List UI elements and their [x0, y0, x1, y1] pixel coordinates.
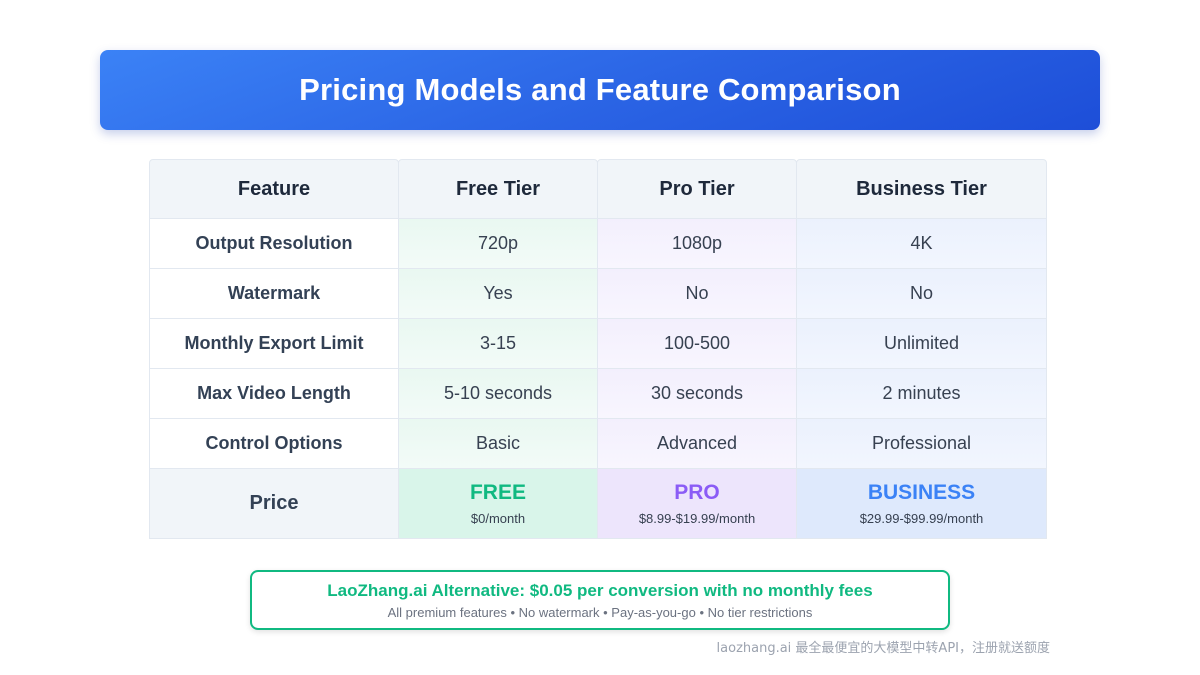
feature-label: Output Resolution [149, 218, 399, 269]
header-free-tier: Free Tier [398, 159, 598, 219]
alternative-callout: LaoZhang.ai Alternative: $0.05 per conve… [250, 570, 950, 630]
page-title: Pricing Models and Feature Comparison [299, 72, 901, 107]
business-value: Professional [796, 418, 1047, 469]
header-business-tier: Business Tier [796, 159, 1047, 219]
business-price-cell: BUSINESS $29.99-$99.99/month [796, 468, 1047, 539]
business-plan-name: BUSINESS [867, 481, 976, 504]
pro-value: Advanced [597, 418, 797, 469]
table-header-row: Feature Free Tier Pro Tier Business Tier [149, 159, 1050, 219]
alternative-title: LaoZhang.ai Alternative: $0.05 per conve… [327, 580, 873, 600]
table-row: Output Resolution 720p 1080p 4K [149, 218, 1050, 269]
feature-label: Max Video Length [149, 368, 399, 419]
feature-label: Control Options [149, 418, 399, 469]
free-value: Basic [398, 418, 598, 469]
pro-value: 1080p [597, 218, 797, 269]
business-value: No [796, 268, 1047, 319]
pricing-comparison-table: Feature Free Tier Pro Tier Business Tier… [149, 159, 1050, 539]
pro-plan-price: $8.99-$19.99/month [638, 511, 756, 526]
free-price-cell: FREE $0/month [398, 468, 598, 539]
free-value: Yes [398, 268, 598, 319]
header-pro-tier: Pro Tier [597, 159, 797, 219]
title-banner: Pricing Models and Feature Comparison [100, 50, 1100, 130]
free-value: 720p [398, 218, 598, 269]
business-value: 4K [796, 218, 1047, 269]
pro-plan-name: PRO [674, 481, 720, 504]
business-value: Unlimited [796, 318, 1047, 369]
free-value: 3-15 [398, 318, 598, 369]
table-row: Max Video Length 5-10 seconds 30 seconds… [149, 368, 1050, 419]
table-row: Control Options Basic Advanced Professio… [149, 418, 1050, 469]
pro-price-cell: PRO $8.99-$19.99/month [597, 468, 797, 539]
free-plan-name: FREE [469, 481, 526, 504]
business-plan-price: $29.99-$99.99/month [859, 511, 984, 526]
table-row: Watermark Yes No No [149, 268, 1050, 319]
table-row: Monthly Export Limit 3-15 100-500 Unlimi… [149, 318, 1050, 369]
free-plan-price: $0/month [470, 511, 526, 526]
pro-value: No [597, 268, 797, 319]
price-label: Price [149, 468, 399, 539]
business-value: 2 minutes [796, 368, 1047, 419]
feature-label: Watermark [149, 268, 399, 319]
alternative-subtitle: All premium features • No watermark • Pa… [387, 604, 813, 620]
header-feature: Feature [149, 159, 399, 219]
footer-note: laozhang.ai 最全最便宜的大模型中转API，注册就送额度 [716, 641, 1050, 656]
feature-label: Monthly Export Limit [149, 318, 399, 369]
price-row: Price FREE $0/month PRO $8.99-$19.99/mon… [149, 468, 1050, 539]
free-value: 5-10 seconds [398, 368, 598, 419]
pro-value: 30 seconds [597, 368, 797, 419]
pro-value: 100-500 [597, 318, 797, 369]
